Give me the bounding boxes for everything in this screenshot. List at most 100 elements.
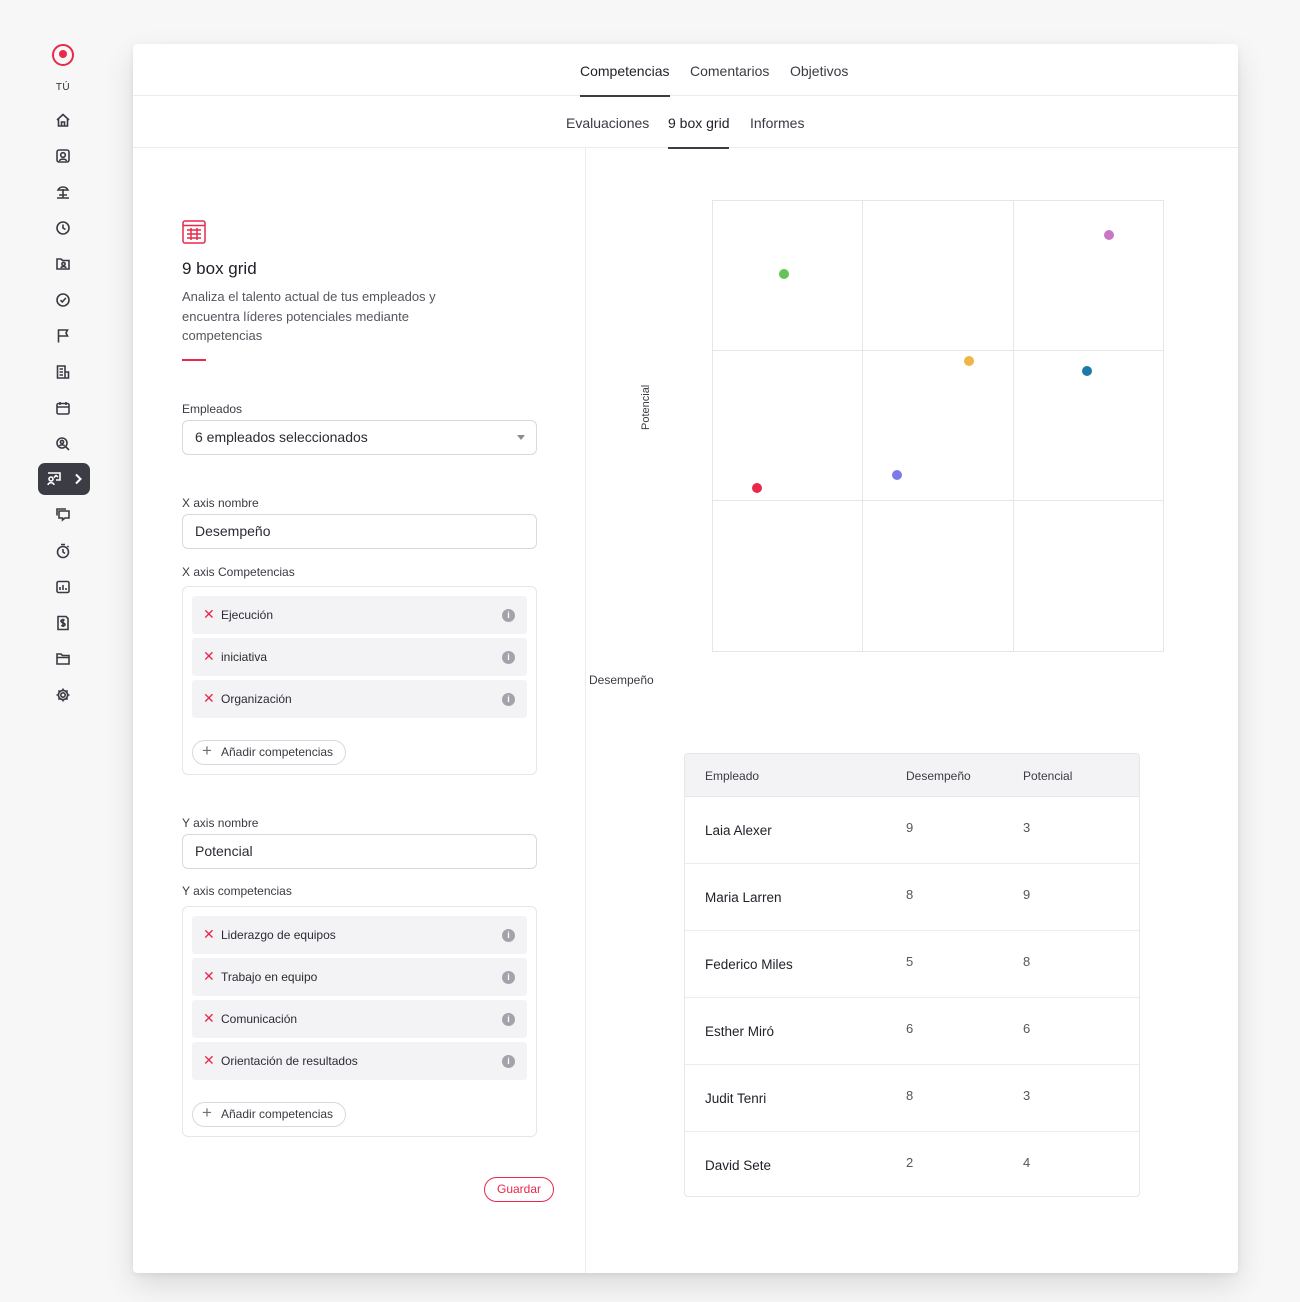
competency-chip: ✕ Liderazgo de equipos i bbox=[192, 916, 527, 954]
data-point[interactable] bbox=[752, 483, 762, 493]
x-axis-name-input[interactable]: Desempeño bbox=[182, 514, 537, 549]
main-card: Competencias Comentarios Objetivos Evalu… bbox=[133, 44, 1238, 1273]
profile-icon[interactable] bbox=[54, 147, 72, 165]
user-avatar-icon[interactable] bbox=[52, 44, 74, 66]
vacation-icon[interactable] bbox=[54, 183, 72, 201]
remove-icon[interactable]: ✕ bbox=[203, 648, 215, 664]
tab-comentarios[interactable]: Comentarios bbox=[690, 63, 770, 79]
grid-line bbox=[713, 500, 1163, 501]
remove-icon[interactable]: ✕ bbox=[203, 968, 215, 984]
competency-label: Organización bbox=[221, 692, 292, 706]
potential-value: 6 bbox=[1023, 1021, 1031, 1036]
y-axis-name-input[interactable]: Potencial bbox=[182, 834, 537, 869]
analytics-icon[interactable] bbox=[54, 578, 72, 596]
performance-value: 9 bbox=[906, 820, 914, 835]
info-icon[interactable]: i bbox=[502, 651, 515, 664]
payroll-icon[interactable] bbox=[54, 614, 72, 632]
remove-icon[interactable]: ✕ bbox=[203, 606, 215, 622]
data-point[interactable] bbox=[1104, 230, 1114, 240]
info-icon[interactable]: i bbox=[502, 693, 515, 706]
check-circle-icon[interactable] bbox=[54, 291, 72, 309]
info-icon[interactable]: i bbox=[502, 1055, 515, 1068]
competency-chip: ✕ Trabajo en equipo i bbox=[192, 958, 527, 996]
panel-title: 9 box grid bbox=[182, 259, 257, 278]
search-people-icon[interactable] bbox=[54, 435, 72, 453]
tab-evaluaciones[interactable]: Evaluaciones bbox=[566, 115, 650, 131]
tab-informes[interactable]: Informes bbox=[750, 115, 805, 131]
y-axis-name-label: Y axis nombre bbox=[182, 816, 259, 830]
table-header: Empleado Desempeño Potencial bbox=[685, 754, 1139, 797]
competency-chip: ✕ Ejecución i bbox=[192, 596, 527, 634]
potential-value: 4 bbox=[1023, 1155, 1031, 1170]
table-row: Judit Tenri 8 3 bbox=[685, 1065, 1139, 1132]
left-nav-rail: TÚ bbox=[0, 0, 128, 1302]
employee-name: Federico Miles bbox=[705, 957, 793, 972]
table-row: David Sete 2 4 bbox=[685, 1132, 1139, 1196]
info-icon[interactable]: i bbox=[502, 609, 515, 622]
performance-value: 5 bbox=[906, 954, 914, 969]
competency-label: Ejecución bbox=[221, 608, 274, 622]
data-point[interactable] bbox=[1082, 366, 1092, 376]
remove-icon[interactable]: ✕ bbox=[203, 1052, 215, 1068]
performance-value: 6 bbox=[906, 1021, 914, 1036]
report-icon[interactable] bbox=[54, 363, 72, 381]
performance-value: 2 bbox=[906, 1155, 914, 1170]
sub-tabs: Evaluaciones 9 box grid Informes bbox=[133, 96, 1238, 149]
column-header: Desempeño bbox=[906, 769, 971, 783]
flag-icon[interactable] bbox=[54, 327, 72, 345]
potential-value: 3 bbox=[1023, 1088, 1031, 1103]
competency-label: Trabajo en equipo bbox=[221, 970, 318, 984]
x-competencies-box: ✕ Ejecución i ✕ iniciativa i ✕ Organizac… bbox=[182, 586, 537, 775]
employee-name: Maria Larren bbox=[705, 890, 782, 905]
performance-value: 8 bbox=[906, 887, 914, 902]
table-row: Maria Larren 8 9 bbox=[685, 864, 1139, 931]
tab-9-box-grid[interactable]: 9 box grid bbox=[668, 115, 730, 149]
remove-icon[interactable]: ✕ bbox=[203, 1010, 215, 1026]
add-y-competencies-button[interactable]: Añadir competencias bbox=[192, 1102, 347, 1127]
potential-value: 8 bbox=[1023, 954, 1031, 969]
employee-folder-icon[interactable] bbox=[54, 255, 72, 273]
clock-icon[interactable] bbox=[54, 219, 72, 237]
x-axis-competencies-label: X axis Competencias bbox=[182, 565, 295, 579]
employee-name: Esther Miró bbox=[705, 1024, 775, 1039]
remove-icon[interactable]: ✕ bbox=[203, 926, 215, 942]
employees-select[interactable]: 6 empleados seleccionados bbox=[182, 420, 537, 455]
data-point[interactable] bbox=[892, 470, 902, 480]
save-button[interactable]: Guardar bbox=[484, 1177, 554, 1202]
documents-icon[interactable] bbox=[54, 650, 72, 668]
employees-label: Empleados bbox=[182, 402, 243, 416]
employee-table: Empleado Desempeño Potencial Laia Alexer… bbox=[684, 753, 1140, 1197]
chat-icon[interactable] bbox=[54, 506, 72, 524]
you-label: TÚ bbox=[55, 82, 71, 93]
data-point[interactable] bbox=[964, 356, 974, 366]
tab-competencias[interactable]: Competencias bbox=[580, 63, 670, 97]
competency-label: Liderazgo de equipos bbox=[221, 928, 336, 942]
remove-icon[interactable]: ✕ bbox=[203, 690, 215, 706]
calendar-icon[interactable] bbox=[54, 399, 72, 417]
competency-chip: ✕ Orientación de resultados i bbox=[192, 1042, 527, 1080]
chevron-down-icon bbox=[517, 435, 525, 440]
performance-nav-active[interactable] bbox=[38, 463, 90, 495]
main-tabs: Competencias Comentarios Objetivos bbox=[133, 44, 1238, 97]
data-point[interactable] bbox=[779, 269, 789, 279]
employee-name: Judit Tenri bbox=[705, 1091, 767, 1106]
grid-board-icon bbox=[182, 220, 206, 244]
info-icon[interactable]: i bbox=[502, 929, 515, 942]
table-row: Esther Miró 6 6 bbox=[685, 998, 1139, 1065]
employees-select-value: 6 empleados seleccionados bbox=[195, 429, 368, 445]
chevron-right-icon bbox=[75, 473, 82, 485]
info-icon[interactable]: i bbox=[502, 1013, 515, 1026]
y-axis-competencies-label: Y axis competencias bbox=[182, 884, 292, 898]
table-row: Federico Miles 5 8 bbox=[685, 931, 1139, 998]
y-axis-label: Potencial bbox=[640, 384, 652, 430]
add-x-competencies-button[interactable]: Añadir competencias bbox=[192, 740, 347, 765]
home-icon[interactable] bbox=[54, 111, 72, 129]
competency-chip: ✕ Organización i bbox=[192, 680, 527, 718]
competency-chip: ✕ iniciativa i bbox=[192, 638, 527, 676]
performance-value: 8 bbox=[906, 1088, 914, 1103]
info-icon[interactable]: i bbox=[502, 971, 515, 984]
timer-icon[interactable] bbox=[54, 542, 72, 560]
settings-icon[interactable] bbox=[54, 686, 72, 704]
tab-objetivos[interactable]: Objetivos bbox=[790, 63, 849, 79]
potential-value: 3 bbox=[1023, 820, 1031, 835]
